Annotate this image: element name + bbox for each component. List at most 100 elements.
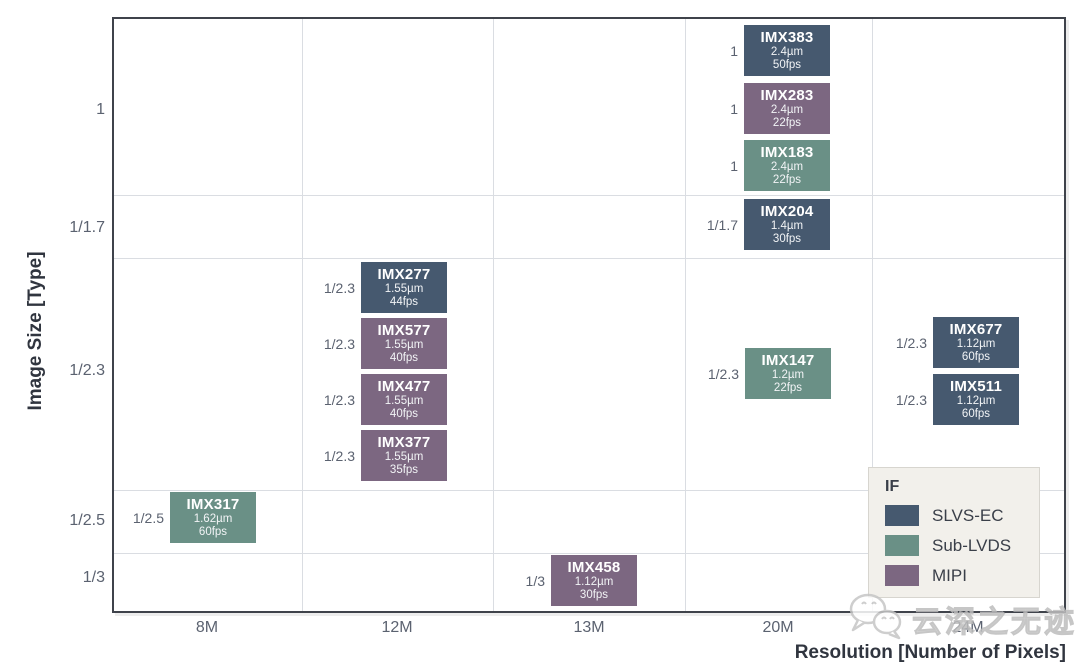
sensor-imx577: 1/2.3 IMX577 1.55µm 40fps (324, 318, 447, 369)
y-tick-1-2.5: 1/2.5 (69, 512, 105, 529)
horizontal-gridline (114, 490, 1064, 491)
sensor-box: IMX383 2.4µm 50fps (744, 25, 830, 76)
y-tick-1-3: 1/3 (82, 569, 105, 586)
sensor-framerate: 60fps (961, 351, 991, 364)
sensor-imx183: 1 IMX183 2.4µm 22fps (730, 140, 830, 191)
sensor-pixel-size: 1.2µm (771, 368, 805, 381)
sensor-imx283: 1 IMX283 2.4µm 22fps (730, 83, 830, 134)
legend-entry-mipi: MIPI (885, 565, 1023, 586)
x-tick-13m: 13M (573, 619, 605, 636)
sensor-framerate: 30fps (579, 589, 609, 602)
sensor-framerate: 22fps (772, 117, 802, 130)
sensor-pixel-size: 1.55µm (384, 282, 424, 295)
sensor-framerate: 30fps (772, 233, 802, 246)
sensor-imx147: 1/2.3 IMX147 1.2µm 22fps (708, 348, 831, 399)
horizontal-gridline (114, 553, 1064, 554)
x-tick-24m: 24M (952, 619, 984, 636)
sensor-imx677: 1/2.3 IMX677 1.12µm 60fps (896, 317, 1019, 368)
sensor-imx317: 1/2.5 IMX317 1.62µm 60fps (133, 492, 256, 543)
sensor-framerate: 50fps (772, 59, 802, 72)
sensor-model: IMX577 (377, 321, 431, 339)
sensor-pixel-size: 2.4µm (770, 103, 804, 116)
sensor-box: IMX183 2.4µm 22fps (744, 140, 830, 191)
y-tick-1-2.3: 1/2.3 (69, 362, 105, 379)
sensor-framerate: 35fps (389, 464, 419, 477)
size-type-label: 1/2.5 (132, 509, 164, 526)
sensor-model: IMX511 (949, 377, 1003, 395)
size-type-label: 1/2.3 (895, 334, 927, 351)
size-type-label: 1/2.3 (323, 447, 355, 464)
sensor-model: IMX383 (760, 28, 814, 46)
sensor-model: IMX283 (760, 86, 814, 104)
vertical-gridline (302, 19, 303, 611)
y-tick-1-1.7: 1/1.7 (69, 219, 105, 236)
x-tick-8m: 8M (195, 619, 219, 636)
size-type-label: 1/2.3 (707, 365, 739, 382)
vertical-gridline (872, 19, 873, 611)
sensor-pixel-size: 1.12µm (956, 394, 996, 407)
vertical-gridline (685, 19, 686, 611)
x-axis-title: Resolution [Number of Pixels] (794, 642, 1066, 663)
sensor-model: IMX377 (377, 433, 431, 451)
sensor-framerate: 22fps (773, 382, 803, 395)
sensor-framerate: 22fps (772, 174, 802, 187)
sensor-imx383: 1 IMX383 2.4µm 50fps (730, 25, 830, 76)
sensor-model: IMX277 (377, 265, 431, 283)
sensor-box: IMX277 1.55µm 44fps (361, 262, 447, 313)
vertical-gridline (493, 19, 494, 611)
sensor-model: IMX477 (377, 377, 431, 395)
sensor-model: IMX204 (760, 202, 814, 220)
horizontal-gridline (114, 258, 1064, 259)
sensor-pixel-size: 1.62µm (193, 512, 233, 525)
sensor-pixel-size: 2.4µm (770, 160, 804, 173)
sensor-pixel-size: 1.55µm (384, 450, 424, 463)
sensor-pixel-size: 1.4µm (770, 219, 804, 232)
legend-swatch-mipi (885, 565, 919, 586)
sensor-imx477: 1/2.3 IMX477 1.55µm 40fps (324, 374, 447, 425)
plot-area (112, 17, 1066, 613)
sensor-box: IMX283 2.4µm 22fps (744, 83, 830, 134)
legend-title: IF (885, 478, 900, 495)
legend: IF SLVS-EC Sub-LVDS MIPI (868, 467, 1040, 598)
size-type-label: 1/2.3 (323, 391, 355, 408)
sensor-box: IMX677 1.12µm 60fps (933, 317, 1019, 368)
size-type-label: 1/1.7 (706, 216, 738, 233)
horizontal-gridline (114, 195, 1064, 196)
sensor-imx511: 1/2.3 IMX511 1.12µm 60fps (896, 374, 1019, 425)
y-axis-title: Image Size [Type] (25, 251, 46, 411)
legend-label: SLVS-EC (932, 505, 1004, 525)
sensor-pixel-size: 2.4µm (770, 45, 804, 58)
sensor-box: IMX204 1.4µm 30fps (744, 199, 830, 250)
size-type-label: 1 (730, 42, 738, 59)
legend-entry-sub-lvds: Sub-LVDS (885, 535, 1023, 556)
size-type-label: 1 (730, 100, 738, 117)
sensor-pixel-size: 1.55µm (384, 338, 424, 351)
sensor-imx277: 1/2.3 IMX277 1.55µm 44fps (324, 262, 447, 313)
sensor-pixel-size: 1.12µm (574, 575, 614, 588)
legend-swatch-sub-lvds (885, 535, 919, 556)
sensor-imx458: 1/3 IMX458 1.12µm 30fps (526, 555, 637, 606)
sensor-pixel-size: 1.12µm (956, 337, 996, 350)
sensor-framerate: 40fps (389, 408, 419, 421)
size-type-label: 1/2.3 (895, 391, 927, 408)
sensor-imx377: 1/2.3 IMX377 1.55µm 35fps (324, 430, 447, 481)
sensor-framerate: 60fps (198, 526, 228, 539)
size-type-label: 1/2.3 (323, 279, 355, 296)
sensor-framerate: 40fps (389, 352, 419, 365)
sensor-box: IMX458 1.12µm 30fps (551, 555, 637, 606)
sensor-box: IMX511 1.12µm 60fps (933, 374, 1019, 425)
sensor-model: IMX677 (949, 320, 1003, 338)
size-type-label: 1 (730, 157, 738, 174)
sensor-box: IMX317 1.62µm 60fps (170, 492, 256, 543)
sensor-box: IMX377 1.55µm 35fps (361, 430, 447, 481)
sensor-model: IMX317 (186, 495, 240, 513)
legend-swatch-slvs-ec (885, 505, 919, 526)
y-tick-1: 1 (96, 101, 105, 118)
sensor-imx204: 1/1.7 IMX204 1.4µm 30fps (707, 199, 830, 250)
sensor-model: IMX458 (567, 558, 621, 576)
sensor-box: IMX477 1.55µm 40fps (361, 374, 447, 425)
legend-label: Sub-LVDS (932, 535, 1012, 555)
sensor-framerate: 60fps (961, 408, 991, 421)
sensor-pixel-size: 1.55µm (384, 394, 424, 407)
